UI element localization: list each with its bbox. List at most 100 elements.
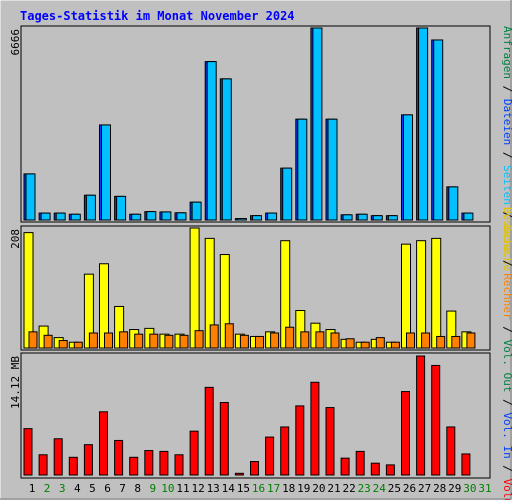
legend-part-2: Rechner [501, 273, 512, 320]
bar-seiten-day-2 [40, 212, 51, 221]
legend-part-1: / [501, 79, 512, 99]
bar-rechner-day-8 [134, 333, 144, 349]
bar-volumen-day-4 [68, 456, 78, 476]
legend-part-6: Besuche [501, 225, 512, 271]
bar-seiten-day-5 [85, 194, 96, 221]
x-label-day-6: 6 [104, 482, 111, 495]
x-label-day-25: 25 [388, 482, 401, 495]
bar-seiten-day-14 [221, 78, 232, 221]
bar-volumen-day-13 [204, 386, 214, 476]
bar-rechner-day-10 [164, 334, 174, 349]
bar-volumen-day-7 [114, 439, 124, 476]
bar-volumen-day-29 [446, 426, 456, 476]
x-label-day-27: 27 [418, 482, 431, 495]
legend-part-4: Vol. Out [501, 339, 512, 392]
bar-volumen-day-11 [174, 454, 184, 476]
bar-volumen-day-8 [129, 456, 139, 476]
bar-rechner-day-21 [330, 332, 340, 349]
bar-volumen-day-5 [83, 444, 93, 476]
bar-rechner-day-12 [194, 330, 204, 349]
panel-visits-ylabel: 208 [9, 229, 22, 249]
legend-requests-files-pages-visits: Anfragen / Dateien / Seiten / Besuche [501, 26, 512, 271]
x-label-day-2: 2 [44, 482, 51, 495]
bar-seiten-day-24 [372, 215, 383, 221]
panel-volume: 14.12 MB [9, 352, 491, 479]
bar-besuche-day-12 [189, 227, 200, 349]
panel-visits: 208 [9, 225, 491, 351]
legend-part-3: / [501, 320, 512, 340]
x-label-day-28: 28 [433, 482, 446, 495]
bar-rechner-day-20 [315, 331, 325, 349]
bar-rechner-day-27 [421, 332, 431, 349]
bar-volumen-day-23 [355, 450, 365, 476]
bar-volumen-day-21 [325, 407, 335, 476]
x-label-day-11: 11 [176, 482, 189, 495]
bar-volumen-day-30 [461, 453, 471, 476]
x-label-day-30: 30 [463, 482, 476, 495]
x-label-day-29: 29 [448, 482, 461, 495]
x-label-day-14: 14 [222, 482, 236, 495]
x-axis-day-labels: 1 2 3 4 5 6 7 8 9 10 11 12 13 14 15 16 17 18 19 20 21 22 23 24 2… [29, 482, 492, 495]
x-label-day-19: 19 [297, 482, 310, 495]
legend-visits-hosts-volume: Besuche / Rechner / Vol. Out / Vol. In /… [501, 207, 512, 500]
bar-rechner-day-13 [209, 324, 219, 349]
bar-volumen-day-25 [385, 464, 395, 476]
bar-seiten-day-6 [101, 124, 111, 221]
x-label-day-17: 17 [267, 482, 280, 495]
bar-seiten-day-11 [176, 212, 187, 221]
x-label-day-3: 3 [59, 482, 66, 495]
bar-volumen-day-26 [401, 391, 410, 476]
bar-seiten-day-19 [297, 118, 308, 221]
panel-requests: 6666 [9, 25, 491, 223]
bar-rechner-day-1 [28, 331, 38, 349]
x-label-day-1: 1 [29, 482, 36, 495]
bar-rechner-day-2 [43, 334, 53, 349]
x-label-day-22: 22 [342, 482, 355, 495]
bar-rechner-day-11 [179, 334, 189, 349]
bar-volumen-day-22 [340, 457, 350, 476]
bar-seiten-day-28 [433, 39, 444, 221]
x-label-day-23: 23 [358, 482, 371, 495]
page-title: Tages-Statistik im Monat November 2024 [20, 9, 295, 23]
bar-rechner-day-28 [436, 335, 446, 349]
bar-volumen-day-9 [144, 450, 154, 476]
bar-seiten-day-1 [25, 173, 36, 221]
bar-seiten-day-13 [206, 61, 217, 221]
bar-seiten-day-20 [312, 27, 323, 221]
bar-rechner-day-5 [88, 332, 98, 349]
bar-besuche-day-26 [401, 243, 411, 349]
bar-volumen-day-14 [219, 402, 229, 476]
bar-seiten-day-30 [463, 212, 474, 221]
legend-part-2: Dateien [501, 99, 512, 145]
bar-besuche-day-28 [431, 237, 442, 349]
bar-seiten-day-3 [55, 212, 66, 221]
bar-besuche-day-27 [416, 240, 427, 349]
bar-rechner-day-17 [270, 332, 280, 349]
bar-volumen-day-10 [159, 450, 169, 476]
x-label-day-24: 24 [373, 482, 387, 495]
bar-seiten-day-7 [116, 195, 127, 221]
x-label-day-31: 31 [478, 482, 491, 495]
legend-part-6: Vol. In [501, 412, 512, 458]
bar-seiten-day-25 [387, 215, 398, 221]
bar-rechner-day-26 [406, 332, 415, 349]
legend-part-3: / [501, 145, 512, 165]
bar-besuche-day-1 [23, 232, 34, 349]
x-label-day-7: 7 [119, 482, 126, 495]
x-label-day-26: 26 [403, 482, 416, 495]
bar-rechner-day-9 [149, 333, 159, 349]
legend-part-5: / [501, 205, 512, 225]
x-label-day-9: 9 [149, 482, 156, 495]
legend-part-5: / [501, 392, 512, 412]
panel-requests-ylabel: 6666 [9, 29, 22, 56]
bar-seiten-day-4 [70, 213, 81, 221]
bar-volumen-day-28 [431, 364, 441, 476]
bar-rechner-day-16 [255, 335, 264, 349]
legend-part-4: Seiten [501, 165, 512, 205]
bar-volumen-day-24 [370, 462, 380, 476]
bar-rechner-day-18 [285, 326, 295, 349]
x-label-day-12: 12 [191, 482, 204, 495]
legend-part-7: / [501, 459, 512, 479]
bar-volumen-day-2 [38, 454, 48, 476]
